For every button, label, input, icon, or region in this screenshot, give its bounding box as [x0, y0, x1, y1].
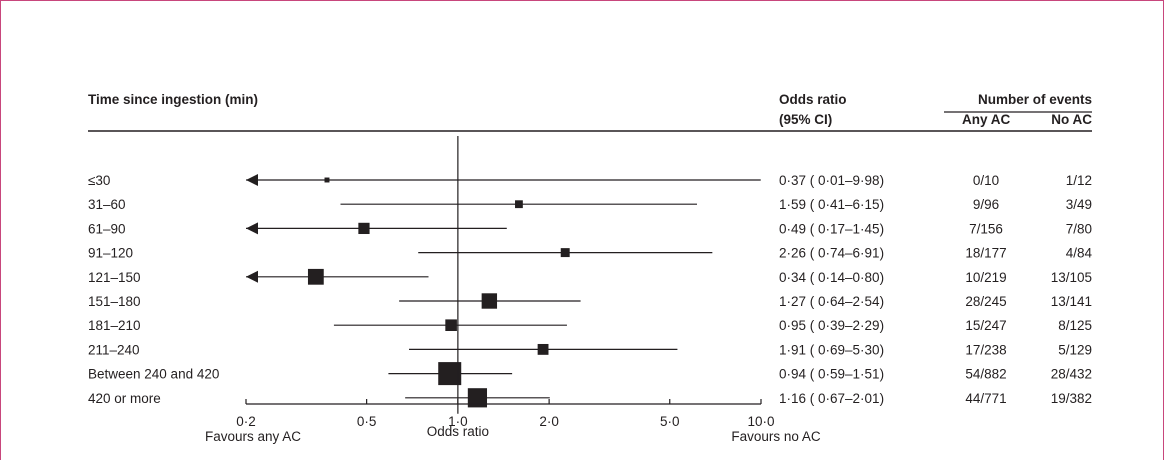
row-no-ac: 8/125	[1058, 318, 1092, 333]
forest-plot: Time since ingestion (min) Odds ratio (9…	[88, 92, 1092, 444]
ci-arrow-left	[246, 270, 258, 283]
row-label: 91–120	[88, 246, 133, 261]
row-or-ci: 1·16 ( 0·67–2·01)	[779, 391, 884, 406]
row-no-ac: 4/84	[1066, 246, 1093, 261]
row-any-ac: 10/219	[965, 270, 1006, 285]
forest-row: 181–210 0·95 ( 0·39–2·29) 15/247 8/125	[88, 318, 1092, 333]
row-no-ac: 7/80	[1066, 221, 1092, 236]
row-no-ac: 3/49	[1066, 197, 1092, 212]
header-or: Odds ratio	[779, 92, 847, 107]
row-label: 121–150	[88, 270, 141, 285]
row-label: 151–180	[88, 294, 141, 309]
forest-row: 151–180 1·27 ( 0·64–2·54) 28/245 13/141	[88, 293, 1092, 309]
row-no-ac: 19/382	[1051, 391, 1092, 406]
x-tick-label: 2·0	[539, 414, 559, 429]
favours-left-label: Favours any AC	[205, 429, 301, 444]
x-tick-label: 10·0	[747, 414, 774, 429]
row-no-ac: 1/12	[1066, 173, 1092, 188]
row-label: 420 or more	[88, 391, 161, 406]
row-label: 31–60	[88, 197, 126, 212]
point-estimate	[324, 177, 330, 183]
point-estimate	[537, 343, 549, 355]
row-or-ci: 0·95 ( 0·39–2·29)	[779, 318, 884, 333]
x-tick-label: 0·5	[357, 414, 377, 429]
row-any-ac: 0/10	[973, 173, 999, 188]
forest-row: 211–240 1·91 ( 0·69–5·30) 17/238 5/129	[88, 342, 1092, 357]
point-estimate	[438, 362, 462, 386]
forest-row: 61–90 0·49 ( 0·17–1·45) 7/156 7/80	[88, 221, 1092, 236]
header-any-ac: Any AC	[962, 112, 1011, 127]
header-ci: (95% CI)	[779, 112, 832, 127]
point-estimate	[445, 319, 457, 331]
row-label: 181–210	[88, 318, 141, 333]
row-any-ac: 15/247	[965, 318, 1006, 333]
point-estimate	[467, 388, 488, 408]
row-any-ac: 54/882	[965, 367, 1006, 382]
row-no-ac: 13/141	[1051, 294, 1092, 309]
row-no-ac: 28/432	[1051, 367, 1092, 382]
row-label: Between 240 and 420	[88, 367, 219, 382]
row-or-ci: 0·49 ( 0·17–1·45)	[779, 221, 884, 236]
row-or-ci: 0·34 ( 0·14–0·80)	[779, 270, 884, 285]
forest-row: ≤30 0·37 ( 0·01–9·98) 0/10 1/12	[88, 173, 1092, 188]
row-or-ci: 2·26 ( 0·74–6·91)	[779, 246, 884, 261]
x-tick-label: 5·0	[660, 414, 680, 429]
point-estimate	[358, 222, 370, 235]
point-estimate	[481, 293, 498, 309]
forest-row: 91–120 2·26 ( 0·74–6·91) 18/177 4/84	[88, 246, 1092, 261]
ci-arrow-left	[246, 174, 258, 186]
row-or-ci: 0·94 ( 0·59–1·51)	[779, 367, 884, 382]
row-any-ac: 44/771	[965, 391, 1006, 406]
row-or-ci: 1·59 ( 0·41–6·15)	[779, 197, 884, 212]
x-tick-label: 0·2	[236, 414, 256, 429]
ci-arrow-left	[246, 222, 258, 235]
row-label: 61–90	[88, 221, 126, 236]
forest-row: 121–150 0·34 ( 0·14–0·80) 10/219 13/105	[88, 268, 1092, 285]
row-or-ci: 1·91 ( 0·69–5·30)	[779, 342, 884, 357]
row-label: ≤30	[88, 173, 110, 188]
forest-row: 420 or more 1·16 ( 0·67–2·01) 44/771 19/382	[88, 388, 1092, 408]
row-any-ac: 28/245	[965, 294, 1006, 309]
row-no-ac: 13/105	[1051, 270, 1092, 285]
row-any-ac: 7/156	[969, 221, 1003, 236]
row-label: 211–240	[88, 342, 140, 357]
row-any-ac: 17/238	[965, 342, 1006, 357]
row-no-ac: 5/129	[1058, 342, 1092, 357]
forest-row: 31–60 1·59 ( 0·41–6·15) 9/96 3/49	[88, 197, 1092, 212]
point-estimate	[515, 200, 523, 209]
x-axis-label: Odds ratio	[427, 424, 489, 439]
point-estimate	[560, 248, 570, 258]
row-any-ac: 9/96	[973, 197, 999, 212]
row-or-ci: 1·27 ( 0·64–2·54)	[779, 294, 884, 309]
header-time: Time since ingestion (min)	[88, 92, 258, 107]
point-estimate	[307, 268, 324, 285]
row-any-ac: 18/177	[965, 246, 1006, 261]
x-tick-label: 1·0	[448, 414, 468, 429]
header-no-ac: No AC	[1051, 112, 1092, 127]
forest-row: Between 240 and 420 0·94 ( 0·59–1·51) 54/8…	[88, 362, 1092, 386]
favours-right-label: Favours no AC	[731, 429, 821, 444]
header-events: Number of events	[978, 92, 1092, 107]
row-or-ci: 0·37 ( 0·01–9·98)	[779, 173, 884, 188]
